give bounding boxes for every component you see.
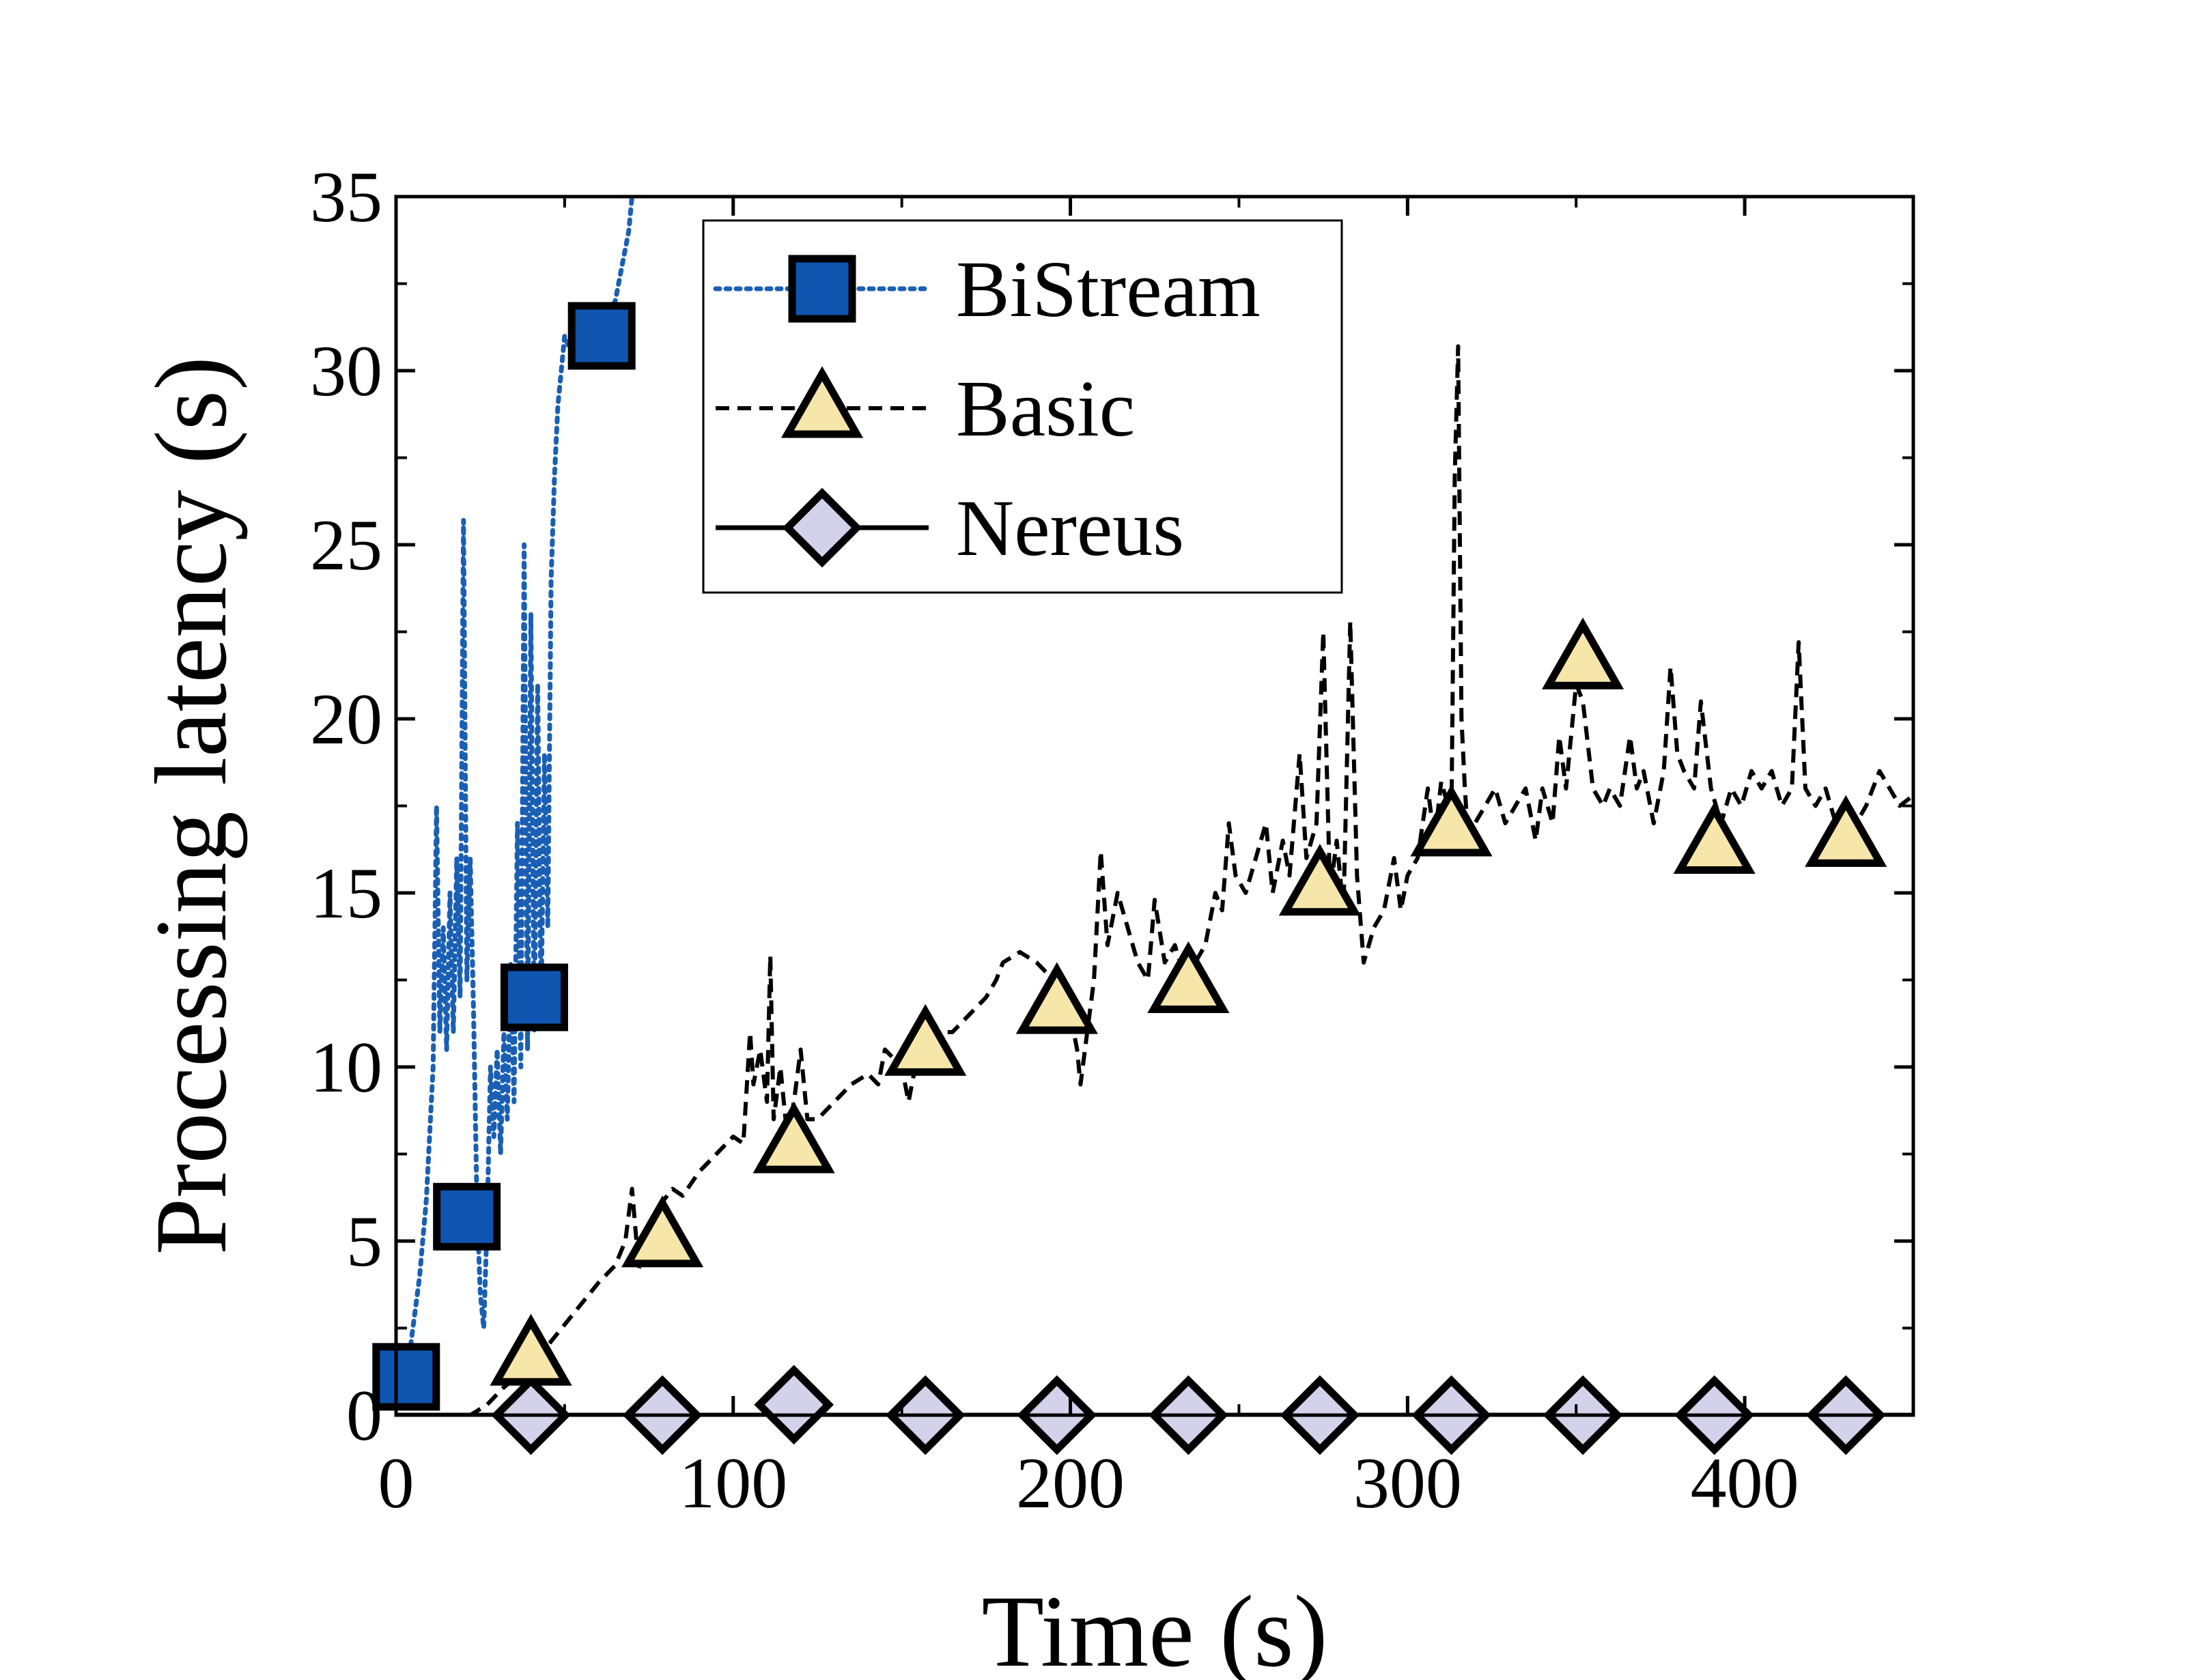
marker-basic [1278,844,1362,916]
x-axis-title: Time (s) [981,1575,1327,1680]
marker-basic [621,1195,704,1268]
y-tick-label: 15 [310,853,382,933]
y-tick-label: 10 [310,1027,382,1107]
x-tick-label: 200 [1016,1443,1125,1523]
y-tick-label: 5 [346,1201,382,1281]
marker-bistream [567,302,636,370]
marker-basic [884,1003,967,1076]
marker-basic [490,1313,572,1386]
legend-label-bistream: BiStream [956,244,1261,334]
series-line-bistream [396,197,635,1408]
x-tick-label: 100 [679,1443,787,1523]
legend: BiStream Basic Nereus [702,219,1343,594]
marker-basic [1673,801,1756,874]
marker-nereus [754,1365,834,1445]
x-tick-label: 300 [1353,1443,1462,1523]
y-axis-title: Processing latency (s) [135,356,248,1255]
marker-basic [1147,941,1230,1014]
marker-basic [1542,617,1624,689]
series-layer [396,197,1913,1415]
y-tick-label: 30 [310,331,382,411]
x-tick-label: 400 [1691,1443,1799,1523]
legend-marker-bistream [788,255,856,323]
marker-bistream [372,1343,440,1411]
marker-basic [1805,795,1887,867]
marker-bistream [500,963,568,1031]
marker-layer [372,302,1887,1455]
marker-basic [1015,962,1098,1034]
marker-basic [1410,784,1493,857]
legend-label-nereus: Nereus [956,483,1184,573]
marker-basic [752,1101,835,1173]
legend-marker-basic [780,366,864,438]
axis-layer: 0 100 200 300 400 0 5 10 15 20 25 30 35 [310,157,1913,1523]
y-tick-label: 25 [310,505,382,585]
marker-bistream [433,1182,501,1251]
series-line-basic [447,344,1913,1415]
x-tick-label: 0 [378,1443,414,1523]
legend-label-basic: Basic [956,364,1135,453]
y-tick-label: 20 [310,679,382,759]
y-tick-label: 35 [310,157,382,237]
legend-marker-nereus [782,487,862,568]
y-tick-label: 0 [346,1376,382,1455]
